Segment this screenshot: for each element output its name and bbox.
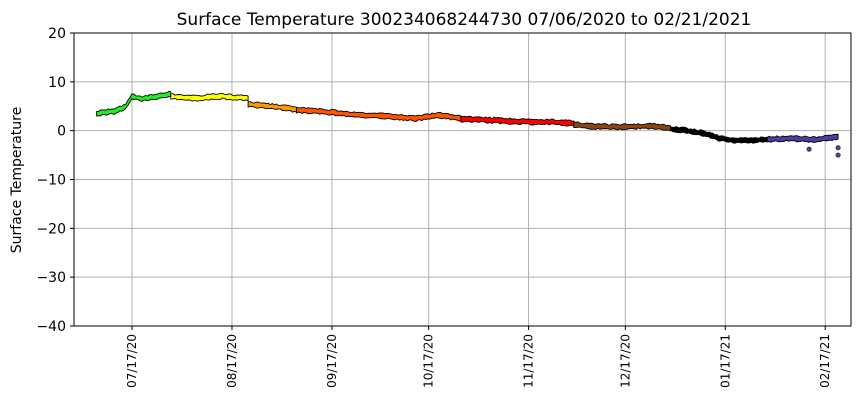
- grid-lines: [74, 33, 851, 326]
- outlier-point: [835, 152, 841, 158]
- x-tick-label: 02/17/21: [818, 334, 832, 388]
- x-tick-label: 01/17/21: [718, 334, 732, 388]
- outlier-point: [835, 145, 841, 151]
- outlier-point: [806, 146, 812, 152]
- y-tick-label: 20: [48, 26, 66, 42]
- y-axis-label: Surface Temperature: [9, 107, 25, 253]
- y-tick-label: −20: [36, 221, 66, 237]
- series-band: [247, 101, 297, 113]
- series-band: [573, 120, 671, 132]
- x-tick-label: 07/17/20: [125, 334, 139, 388]
- x-ticks: 07/17/20 08/17/20 09/17/20 10/17/20 11/17/20…: [125, 326, 832, 388]
- x-tick-label: 11/17/20: [522, 334, 536, 388]
- series-band: [766, 133, 839, 143]
- y-tick-label: 0: [57, 124, 66, 140]
- x-tick-label: 10/17/20: [422, 334, 436, 388]
- outlier-points: [806, 145, 841, 158]
- x-tick-label: 08/17/20: [225, 334, 239, 388]
- chart-title: Surface Temperature 300234068244730 07/0…: [177, 10, 752, 30]
- y-ticks: 20 10 0 −10 −20 −30 −40: [36, 26, 74, 335]
- series-band: [460, 115, 575, 127]
- y-tick-label: −30: [36, 270, 66, 286]
- series-band: [670, 126, 768, 144]
- x-tick-label: 09/17/20: [325, 334, 339, 388]
- x-tick-label: 12/17/20: [618, 334, 632, 388]
- y-tick-label: −10: [36, 173, 66, 189]
- y-tick-label: −40: [36, 319, 66, 335]
- series-bands: [96, 90, 839, 144]
- y-tick-label: 10: [48, 75, 66, 91]
- series-band: [96, 90, 172, 117]
- series-band: [296, 107, 462, 123]
- series-band: [170, 92, 249, 102]
